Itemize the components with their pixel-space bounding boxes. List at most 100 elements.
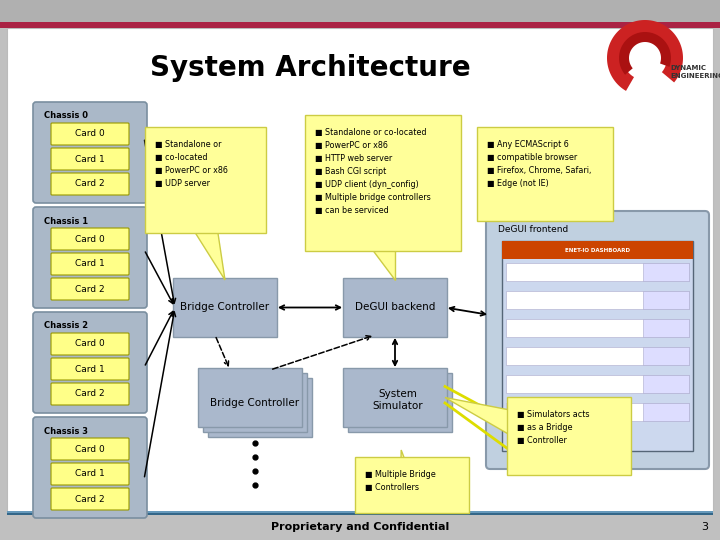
Polygon shape <box>371 248 395 280</box>
FancyBboxPatch shape <box>305 115 461 251</box>
Bar <box>643 263 689 281</box>
Text: Bridge Controller: Bridge Controller <box>210 397 300 408</box>
Bar <box>7 28 713 512</box>
Text: Bridge Controller: Bridge Controller <box>181 302 269 313</box>
FancyBboxPatch shape <box>33 207 147 308</box>
FancyBboxPatch shape <box>198 368 302 427</box>
Text: 3: 3 <box>701 522 708 532</box>
Bar <box>506 375 689 393</box>
Text: Card 0: Card 0 <box>75 340 105 348</box>
Text: ■ as a Bridge: ■ as a Bridge <box>517 423 572 432</box>
Text: ■ Firefox, Chrome, Safari,: ■ Firefox, Chrome, Safari, <box>487 166 591 175</box>
Text: DeGUI backend: DeGUI backend <box>355 302 435 313</box>
Text: DeGUI frontend: DeGUI frontend <box>498 225 568 233</box>
Polygon shape <box>194 230 225 280</box>
Text: ■ compatible browser: ■ compatible browser <box>487 153 577 162</box>
Text: ■ Bash CGI script: ■ Bash CGI script <box>315 167 386 176</box>
Text: System
Simulator: System Simulator <box>372 389 423 411</box>
Text: ■ UDP client (dyn_config): ■ UDP client (dyn_config) <box>315 180 419 189</box>
Text: Card 0: Card 0 <box>75 444 105 454</box>
FancyBboxPatch shape <box>343 368 447 427</box>
FancyBboxPatch shape <box>51 383 129 405</box>
Bar <box>643 347 689 365</box>
Text: ■ Multiple Bridge: ■ Multiple Bridge <box>365 470 436 479</box>
Text: Card 2: Card 2 <box>75 179 105 188</box>
Text: ■ PowerPC or x86: ■ PowerPC or x86 <box>315 141 388 150</box>
Text: ■ Simulators acts: ■ Simulators acts <box>517 410 590 419</box>
Text: ■ Any ECMAScript 6: ■ Any ECMAScript 6 <box>487 140 569 149</box>
Text: Card 1: Card 1 <box>75 154 105 164</box>
Polygon shape <box>619 32 671 75</box>
FancyBboxPatch shape <box>51 148 129 170</box>
Text: Card 2: Card 2 <box>75 389 105 399</box>
FancyBboxPatch shape <box>208 378 312 437</box>
FancyBboxPatch shape <box>33 102 147 203</box>
FancyBboxPatch shape <box>51 123 129 145</box>
FancyBboxPatch shape <box>51 173 129 195</box>
Text: ■ UDP server: ■ UDP server <box>155 179 210 188</box>
Bar <box>643 291 689 309</box>
FancyBboxPatch shape <box>51 438 129 460</box>
Text: Chassis 0: Chassis 0 <box>44 111 88 120</box>
Text: ENET-IO DASHBOARD: ENET-IO DASHBOARD <box>565 247 630 253</box>
FancyBboxPatch shape <box>51 358 129 380</box>
Bar <box>643 375 689 393</box>
Bar <box>0 22 720 28</box>
Text: ■ PowerPC or x86: ■ PowerPC or x86 <box>155 166 228 175</box>
Text: ■ Standalone or: ■ Standalone or <box>155 140 222 149</box>
Bar <box>0 512 720 540</box>
Text: Card 1: Card 1 <box>75 469 105 478</box>
FancyBboxPatch shape <box>348 373 452 432</box>
Bar <box>506 291 689 309</box>
Text: ■ HTTP web server: ■ HTTP web server <box>315 154 392 163</box>
Text: Card 1: Card 1 <box>75 364 105 374</box>
Text: Proprietary and Confidential: Proprietary and Confidential <box>271 522 449 532</box>
Bar <box>7 511 713 513</box>
Polygon shape <box>607 20 683 91</box>
Text: Chassis 1: Chassis 1 <box>44 217 88 226</box>
FancyBboxPatch shape <box>173 278 277 337</box>
Text: ■ Multiple bridge controllers: ■ Multiple bridge controllers <box>315 193 431 202</box>
Text: Card 2: Card 2 <box>75 495 105 503</box>
FancyBboxPatch shape <box>355 457 469 513</box>
FancyBboxPatch shape <box>477 127 613 221</box>
Bar <box>506 263 689 281</box>
Text: ■ can be serviced: ■ can be serviced <box>315 206 389 215</box>
FancyBboxPatch shape <box>486 211 709 469</box>
Bar <box>506 347 689 365</box>
FancyBboxPatch shape <box>33 312 147 413</box>
Polygon shape <box>400 450 424 510</box>
Text: ■ Edge (not IE): ■ Edge (not IE) <box>487 179 549 188</box>
FancyBboxPatch shape <box>51 488 129 510</box>
Text: Card 2: Card 2 <box>75 285 105 294</box>
Text: Card 0: Card 0 <box>75 130 105 138</box>
Text: Card 0: Card 0 <box>75 234 105 244</box>
Text: DYNAMIC
ENGINEERING: DYNAMIC ENGINEERING <box>670 65 720 79</box>
Bar <box>643 319 689 337</box>
FancyBboxPatch shape <box>51 228 129 250</box>
Bar <box>0 0 720 22</box>
FancyBboxPatch shape <box>33 417 147 518</box>
Text: ■ co-located: ■ co-located <box>155 153 207 162</box>
FancyBboxPatch shape <box>203 373 307 432</box>
Polygon shape <box>445 397 510 435</box>
Bar <box>7 513 713 515</box>
Bar <box>506 403 689 421</box>
Text: Chassis 3: Chassis 3 <box>44 427 88 435</box>
Text: ■ Standalone or co-located: ■ Standalone or co-located <box>315 128 426 137</box>
Bar <box>643 403 689 421</box>
Text: ■ Controller: ■ Controller <box>517 436 567 445</box>
FancyBboxPatch shape <box>507 397 631 475</box>
Bar <box>506 319 689 337</box>
FancyBboxPatch shape <box>343 278 447 337</box>
FancyBboxPatch shape <box>51 463 129 485</box>
Bar <box>502 241 693 451</box>
Text: Card 1: Card 1 <box>75 260 105 268</box>
Text: Chassis 2: Chassis 2 <box>44 321 88 330</box>
FancyBboxPatch shape <box>51 253 129 275</box>
FancyBboxPatch shape <box>51 333 129 355</box>
Text: ■ Controllers: ■ Controllers <box>365 483 419 492</box>
FancyBboxPatch shape <box>145 127 266 233</box>
Text: System Architecture: System Architecture <box>150 54 470 82</box>
Bar <box>502 241 693 259</box>
